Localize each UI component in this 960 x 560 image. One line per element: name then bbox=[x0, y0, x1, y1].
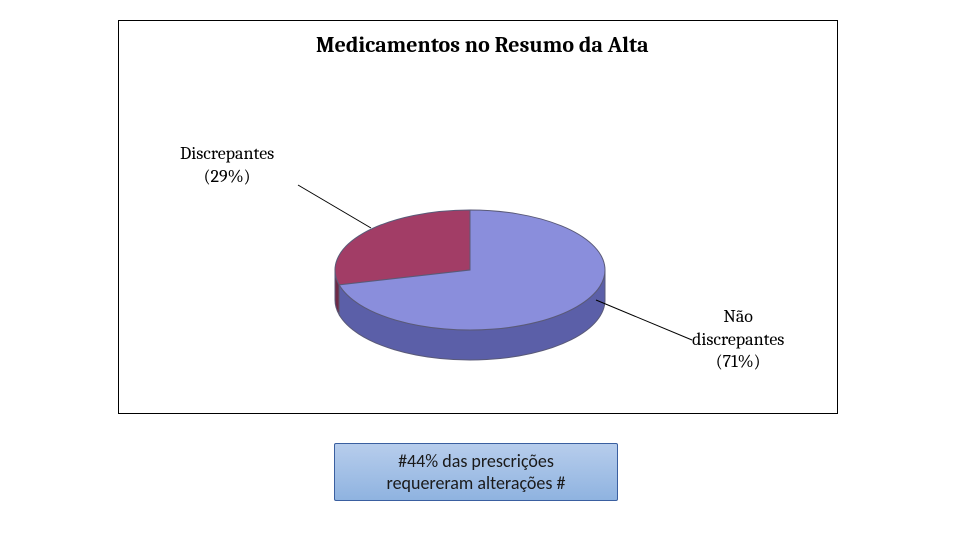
slice-label-discrepantes: Discrepantes(29%) bbox=[180, 143, 274, 188]
stage: Medicamentos no Resumo da Alta Discrepan… bbox=[0, 0, 960, 540]
leader-line bbox=[596, 300, 692, 340]
slice-label-nao-discrepantes: Nãodiscrepantes(71%) bbox=[692, 306, 784, 374]
caption-box: #44% das prescriçõesrequereram alteraçõe… bbox=[334, 443, 618, 501]
leader-line bbox=[298, 185, 371, 228]
